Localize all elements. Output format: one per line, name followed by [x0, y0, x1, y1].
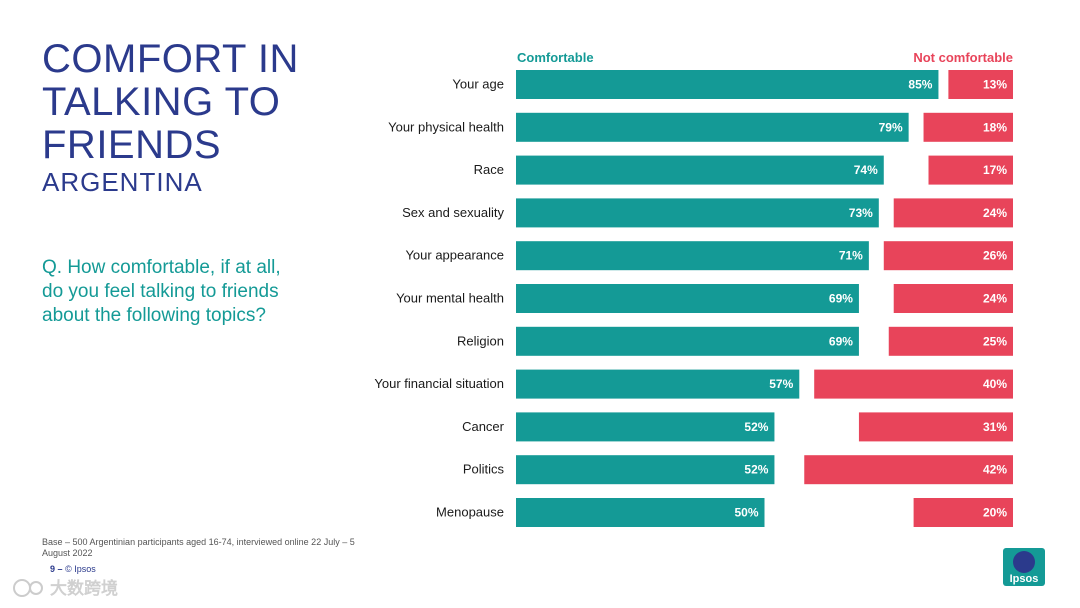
category-label: Menopause — [436, 505, 504, 520]
data-label: 52% — [744, 463, 768, 477]
data-label: 50% — [734, 506, 758, 520]
page-footer: 9 – © Ipsos — [50, 564, 96, 574]
legend-not-comfortable: Not comfortable — [913, 50, 1013, 65]
data-label: 18% — [983, 120, 1007, 134]
data-label: 17% — [983, 163, 1007, 177]
data-label: 57% — [769, 377, 793, 391]
category-label: Cancer — [462, 419, 505, 434]
bar-not-comfortable — [858, 412, 1013, 442]
data-label: 85% — [908, 78, 932, 92]
bar-not-comfortable — [923, 112, 1013, 142]
bar-comfortable — [516, 70, 939, 99]
data-label: 26% — [983, 249, 1007, 263]
data-label: 24% — [983, 206, 1007, 220]
category-label: Race — [474, 162, 504, 177]
watermark-logo: 大数跨境 — [13, 578, 118, 599]
ipsos-logo-text: Ipsos — [1010, 573, 1039, 585]
category-label: Sex and sexuality — [402, 205, 504, 220]
bar-not-comfortable — [804, 455, 1013, 485]
data-label: 13% — [983, 78, 1007, 92]
data-label: 24% — [983, 292, 1007, 306]
page-subtitle: ARGENTINA — [42, 167, 203, 197]
bar-not-comfortable — [948, 70, 1013, 99]
category-label: Politics — [463, 462, 505, 477]
data-label: 31% — [983, 420, 1007, 434]
category-label: Your physical health — [388, 119, 504, 134]
copyright-text: © Ipsos — [65, 564, 96, 574]
ipsos-logo: Ipsos — [1003, 548, 1045, 586]
bar-comfortable — [516, 498, 765, 527]
bar-not-comfortable — [928, 155, 1013, 185]
bar-not-comfortable — [913, 498, 1013, 527]
bar-comfortable — [516, 412, 775, 442]
page-title: COMFORT IN TALKING TO FRIENDS — [42, 37, 299, 167]
data-label: 52% — [744, 420, 768, 434]
category-label: Your appearance — [405, 248, 504, 263]
bar-comfortable — [516, 112, 909, 142]
data-label: 71% — [839, 249, 863, 263]
category-label: Your financial situation — [374, 376, 504, 391]
bar-comfortable — [516, 198, 879, 228]
data-label: 69% — [829, 292, 853, 306]
data-label: 74% — [854, 163, 878, 177]
bar-comfortable — [516, 284, 859, 313]
footer-separator: – — [57, 564, 63, 574]
bar-not-comfortable — [814, 369, 1013, 399]
category-label: Your mental health — [396, 291, 504, 306]
bar-comfortable — [516, 241, 869, 271]
bar-not-comfortable — [888, 326, 1013, 356]
survey-question: Q. How comfortable, if at all, do you fe… — [42, 257, 281, 326]
bar-not-comfortable — [883, 241, 1013, 271]
watermark-text: 大数跨境 — [50, 578, 118, 599]
bar-comfortable — [516, 155, 884, 185]
bar-comfortable — [516, 455, 775, 485]
category-label: Religion — [457, 333, 504, 348]
data-label: 73% — [849, 206, 873, 220]
data-label: 69% — [829, 334, 853, 348]
category-label: Your age — [452, 77, 504, 92]
data-label: 25% — [983, 334, 1007, 348]
data-label: 40% — [983, 377, 1007, 391]
page-number: 9 — [50, 564, 56, 574]
bar-comfortable — [516, 369, 800, 399]
bar-comfortable — [516, 326, 859, 356]
data-label: 42% — [983, 463, 1007, 477]
legend-comfortable: Comfortable — [517, 50, 594, 65]
bar-not-comfortable — [893, 284, 1013, 313]
base-note: Base – 500 Argentinian participants aged… — [42, 537, 355, 558]
bar-not-comfortable — [893, 198, 1013, 228]
data-label: 20% — [983, 506, 1007, 520]
data-label: 79% — [879, 120, 903, 134]
